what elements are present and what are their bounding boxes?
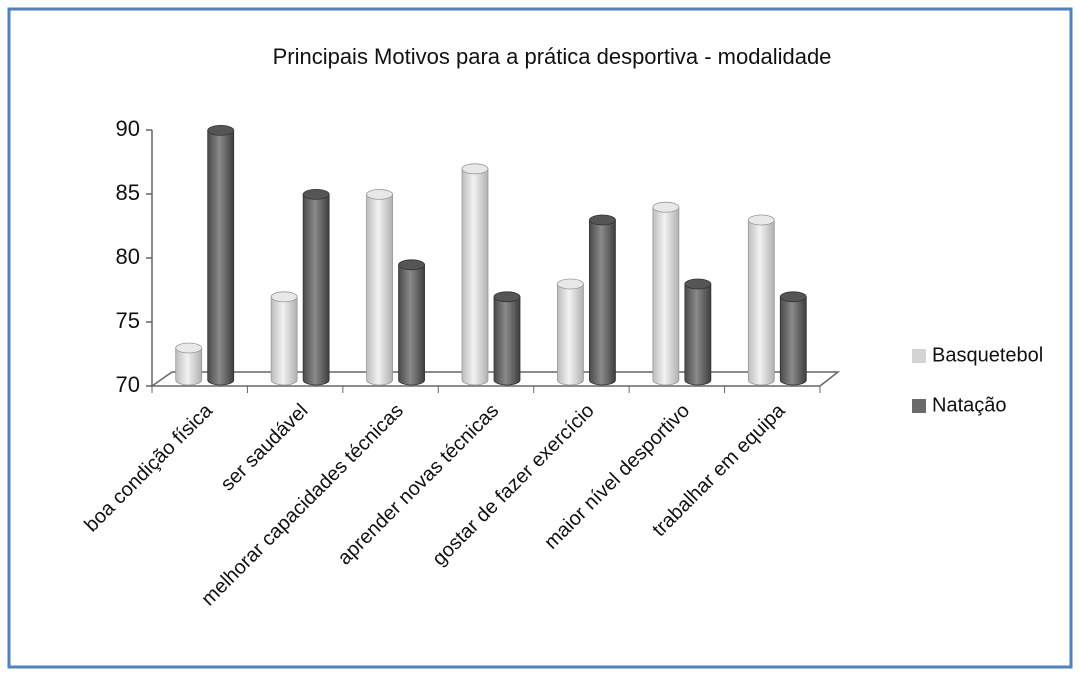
bar-top [652, 201, 680, 213]
legend-swatch [912, 349, 926, 363]
y-tick-label: 85 [116, 180, 140, 205]
bar [493, 296, 521, 386]
bar-top [493, 291, 521, 303]
bar [366, 194, 393, 386]
bar [557, 283, 584, 386]
bar-top [779, 291, 807, 303]
y-tick-label: 70 [116, 372, 140, 397]
bar [270, 296, 298, 386]
bar [302, 194, 330, 386]
y-tick-label: 75 [116, 308, 140, 333]
legend-label: Basquetebol [932, 344, 1043, 366]
bar [779, 296, 807, 386]
frame [7, 7, 1073, 669]
bar-top [207, 124, 235, 136]
bar [461, 168, 489, 386]
bar-top [747, 214, 775, 226]
bar-top [270, 291, 298, 303]
bar-top [175, 342, 203, 354]
bar-top [302, 188, 330, 200]
bar-top [557, 278, 584, 290]
bar [684, 283, 712, 386]
bar [589, 219, 616, 386]
bar-top [589, 214, 616, 226]
bar-top [366, 188, 393, 200]
y-tick-label: 80 [116, 244, 140, 269]
bar-top [398, 259, 425, 271]
chart-title: Principais Motivos para a prática despor… [273, 44, 832, 69]
bar [175, 347, 203, 386]
bar [207, 130, 235, 386]
bar [398, 264, 425, 386]
legend-swatch [912, 399, 926, 413]
bar [747, 219, 775, 386]
bar [652, 206, 680, 386]
bar-top [461, 163, 489, 175]
legend-label: Natação [932, 394, 1007, 416]
bar-top [684, 278, 712, 290]
y-tick-label: 90 [116, 116, 140, 141]
